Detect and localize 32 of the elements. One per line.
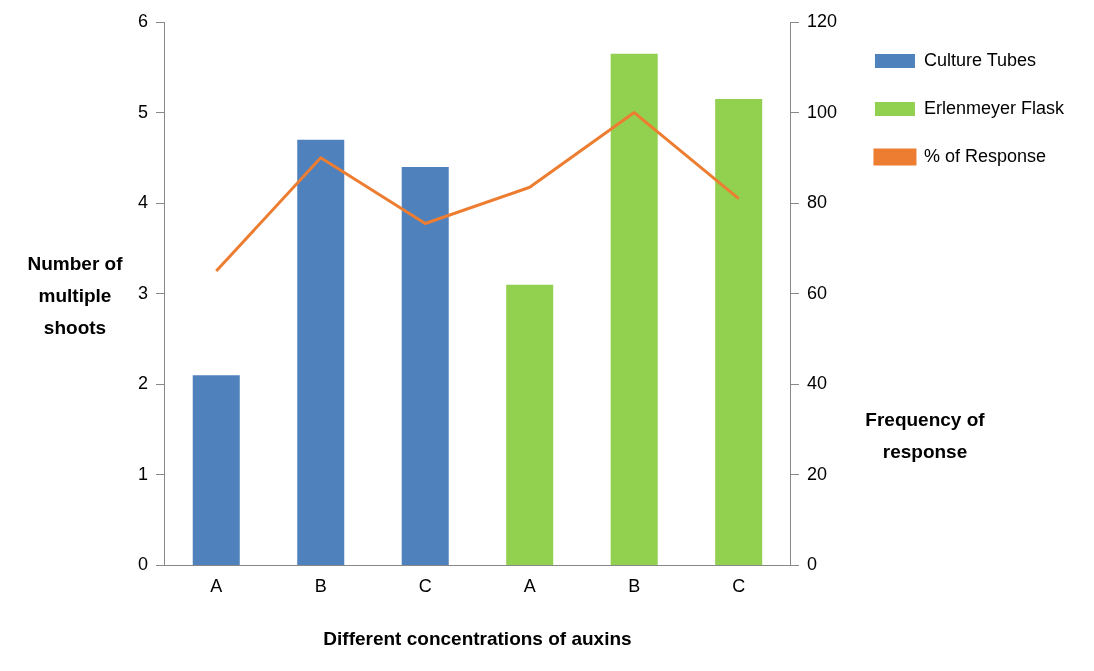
x-axis-title: Different concentrations of auxins — [323, 628, 632, 650]
y2-tick-label: 0 — [806, 554, 817, 575]
x-tick-label: A — [210, 576, 223, 597]
bar — [297, 139, 345, 565]
y-tick-label: 4 — [138, 192, 149, 213]
y-axis-title: Number of multiple shoots — [27, 253, 124, 339]
x-tick-label: A — [523, 576, 536, 597]
y-tick-label: 2 — [138, 373, 149, 394]
legend-label: Culture Tubes — [923, 49, 1037, 70]
y2-tick-label: 100 — [806, 101, 837, 122]
y2-tick-label: 20 — [806, 463, 827, 484]
x-tick-label: C — [732, 576, 746, 597]
y2-tick-label: 120 — [806, 10, 837, 31]
bar — [506, 284, 554, 565]
y2-tick-label: 60 — [806, 282, 827, 303]
bar — [192, 375, 240, 565]
x-tick-label: C — [418, 576, 432, 597]
x-tick-label: B — [628, 576, 641, 597]
y-tick-label: 0 — [138, 554, 149, 575]
bar — [401, 166, 449, 565]
y-tick-label: 6 — [138, 10, 149, 31]
legend-label: % of Response — [923, 145, 1047, 166]
y-tick-label: 1 — [138, 463, 149, 484]
x-tick-label: B — [314, 576, 327, 597]
y2-tick-label: 40 — [806, 373, 827, 394]
legend-label: Erlenmeyer Flask — [923, 97, 1065, 118]
y-tick-label: 5 — [138, 101, 149, 122]
y-tick-label: 3 — [138, 282, 149, 303]
y2-axis-title: Frequency of response — [865, 409, 986, 463]
bar — [610, 53, 658, 565]
bar — [715, 98, 763, 565]
y2-tick-label: 80 — [806, 192, 827, 213]
